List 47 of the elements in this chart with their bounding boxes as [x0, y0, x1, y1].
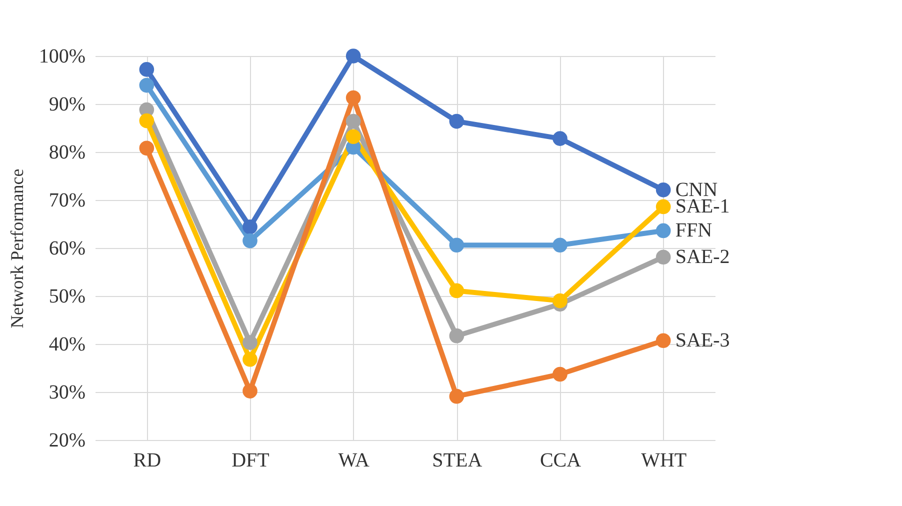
- point: [242, 219, 258, 234]
- point: [449, 114, 464, 129]
- y-axis-title: Network Performance: [6, 168, 27, 328]
- y-tick-label: 90%: [48, 94, 86, 116]
- point: [242, 335, 258, 350]
- point: [242, 384, 258, 398]
- y-tick-label: 100%: [38, 46, 86, 68]
- point: [346, 114, 361, 129]
- series-label: SAE-1: [675, 196, 730, 218]
- point: [656, 223, 671, 238]
- point: [656, 250, 671, 265]
- y-tick-label: 70%: [48, 190, 86, 212]
- x-tick-label: RD: [133, 450, 162, 472]
- x-tick-label: STEA: [432, 450, 483, 472]
- series-label: SAE-2: [675, 246, 730, 268]
- point: [139, 140, 154, 156]
- y-tick-label: 80%: [48, 142, 86, 164]
- point: [242, 352, 258, 367]
- x-tick-label: WA: [338, 450, 370, 472]
- point: [449, 238, 464, 253]
- y-tick-label: 60%: [48, 238, 86, 260]
- point: [656, 199, 671, 214]
- point: [346, 90, 361, 106]
- y-tick-label: 20%: [48, 430, 86, 452]
- point: [139, 62, 154, 77]
- point: [552, 131, 568, 146]
- point: [346, 48, 361, 64]
- x-tick-label: WHT: [641, 450, 687, 472]
- series-label: SAE-3: [675, 330, 730, 352]
- series-label: FFN: [675, 220, 712, 242]
- x-tick-label: DFT: [232, 450, 270, 472]
- y-tick-label: 30%: [48, 382, 86, 404]
- point: [449, 328, 464, 344]
- point: [552, 366, 568, 382]
- point: [656, 333, 671, 348]
- y-tick-label: 40%: [48, 334, 86, 356]
- point: [346, 129, 361, 144]
- point: [139, 113, 154, 128]
- point: [552, 293, 568, 308]
- point: [449, 388, 464, 404]
- y-tick-label: 50%: [48, 286, 86, 308]
- point: [242, 233, 258, 248]
- x-tick-label: CCA: [540, 450, 582, 472]
- point: [139, 78, 154, 93]
- point: [449, 283, 464, 298]
- point: [656, 182, 671, 198]
- point: [552, 238, 568, 253]
